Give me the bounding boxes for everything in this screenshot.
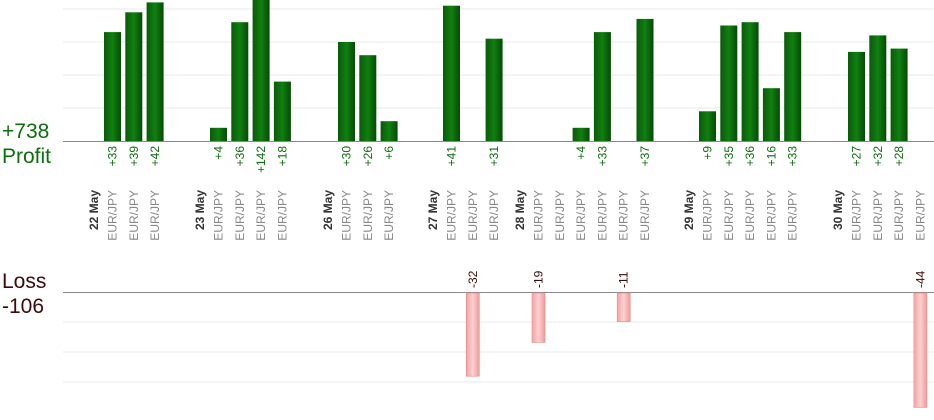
profit-bar xyxy=(146,2,164,142)
pair-label: EUR/JPY xyxy=(275,190,289,241)
date-label: 29 May xyxy=(682,190,696,230)
pair-label: EUR/JPY xyxy=(487,190,501,241)
profit-bar xyxy=(762,88,780,141)
pair-label: EUR/JPY xyxy=(764,190,778,241)
profit-value-label: +33 xyxy=(786,146,800,167)
profit-bar xyxy=(720,25,738,141)
loss-bar xyxy=(616,292,631,322)
loss-value-label: -19 xyxy=(532,270,546,288)
profit-value-label: +4 xyxy=(574,146,588,160)
pair-label: EUR/JPY xyxy=(212,190,226,241)
date-label: 26 May xyxy=(321,190,335,230)
date-label: 27 May xyxy=(426,190,440,230)
pair-label: EUR/JPY xyxy=(574,190,588,241)
profit-value-label: +31 xyxy=(487,146,501,167)
pair-label: EUR/JPY xyxy=(638,190,652,241)
date-label: 23 May xyxy=(193,190,207,230)
loss-total: -106 xyxy=(2,295,44,318)
pair-label: EUR/JPY xyxy=(106,190,120,241)
profit-value-label: +33 xyxy=(595,146,609,167)
profit-value-label: +9 xyxy=(701,146,715,160)
profit-bar xyxy=(593,32,611,141)
pair-label: EUR/JPY xyxy=(892,190,906,241)
profit-value-label: +33 xyxy=(106,146,120,167)
pair-label: EUR/JPY xyxy=(722,190,736,241)
profit-bars xyxy=(104,0,908,142)
loss-label: Loss xyxy=(2,270,46,293)
pair-label: EUR/JPY xyxy=(466,190,480,241)
profit-value-label: +35 xyxy=(722,146,736,167)
loss-bars xyxy=(465,292,928,408)
profit-bar xyxy=(125,12,143,141)
profit-bar xyxy=(273,81,291,141)
pair-label: EUR/JPY xyxy=(148,190,162,241)
pair-label: EUR/JPY xyxy=(532,190,546,241)
pair-label: EUR/JPY xyxy=(913,190,927,241)
pair-label: EUR/JPY xyxy=(445,190,459,241)
pair-label: EUR/JPY xyxy=(553,190,567,241)
profit-bar xyxy=(104,32,121,141)
profit-value-label: +36 xyxy=(743,146,757,167)
pair-label: EUR/JPY xyxy=(850,190,864,241)
pair-label: EUR/JPY xyxy=(382,190,396,241)
profit-value-label: +41 xyxy=(445,146,459,167)
pair-label: EUR/JPY xyxy=(871,190,885,241)
profit-value-label: +28 xyxy=(892,146,906,167)
profit-bar xyxy=(699,111,716,141)
profit-value-label: +32 xyxy=(871,146,885,167)
loss-value-label: -32 xyxy=(466,270,480,288)
profit-bar xyxy=(890,48,908,141)
date-label: 30 May xyxy=(831,190,845,230)
date-label: 22 May xyxy=(87,190,101,230)
profit-value-label: +36 xyxy=(233,146,247,167)
profit-bar xyxy=(359,55,377,142)
loss-bar xyxy=(465,292,480,377)
pair-label: EUR/JPY xyxy=(233,190,247,241)
profit-value-label: +42 xyxy=(148,146,162,167)
profit-label: Profit xyxy=(2,145,51,168)
axis-labels: 22 May +33 EUR/JPY +39 EUR/JPY +42 EUR/JPY 23 M… xyxy=(87,146,927,288)
profit-bar xyxy=(848,51,865,141)
pair-label: EUR/JPY xyxy=(254,190,268,241)
profit-value-label: +39 xyxy=(127,146,141,167)
profit-bar xyxy=(784,32,802,141)
pair-label: EUR/JPY xyxy=(340,190,354,241)
profit-value-label: +30 xyxy=(340,146,354,167)
pair-label: EUR/JPY xyxy=(361,190,375,241)
profit-bar xyxy=(210,127,227,141)
loss-bar xyxy=(913,292,928,408)
profit-value-label: +27 xyxy=(850,146,864,167)
profit-value-label: +142 xyxy=(254,146,268,173)
loss-value-label: -11 xyxy=(617,271,631,288)
profit-bar xyxy=(485,38,503,142)
loss-bar xyxy=(531,292,546,343)
pair-label: EUR/JPY xyxy=(617,190,631,241)
profit-bar xyxy=(443,5,460,142)
profit-value-label: +6 xyxy=(382,146,396,160)
profit-value-label: +4 xyxy=(212,146,226,160)
pair-label: EUR/JPY xyxy=(127,190,141,241)
pair-label: EUR/JPY xyxy=(595,190,609,241)
profit-bar xyxy=(252,0,270,141)
profit-bar xyxy=(636,18,654,141)
pair-label: EUR/JPY xyxy=(701,190,715,241)
loss-value-label: -44 xyxy=(913,270,927,288)
pair-label: EUR/JPY xyxy=(786,190,800,241)
grid-lines xyxy=(63,8,934,383)
profit-value-label: +16 xyxy=(764,146,778,167)
profit-value-label: +18 xyxy=(275,146,289,167)
profit-bar xyxy=(338,42,355,141)
pair-label: EUR/JPY xyxy=(743,190,757,241)
profit-bar xyxy=(741,22,759,142)
profit-bar xyxy=(380,121,398,141)
profit-bar xyxy=(231,22,249,142)
profit-bar xyxy=(572,127,590,141)
profit-total: +738 xyxy=(2,120,49,143)
profit-value-label: +26 xyxy=(361,146,375,167)
profit-bar xyxy=(869,35,887,141)
date-label: 28 May xyxy=(513,190,527,230)
profit-value-label: +37 xyxy=(638,146,652,167)
